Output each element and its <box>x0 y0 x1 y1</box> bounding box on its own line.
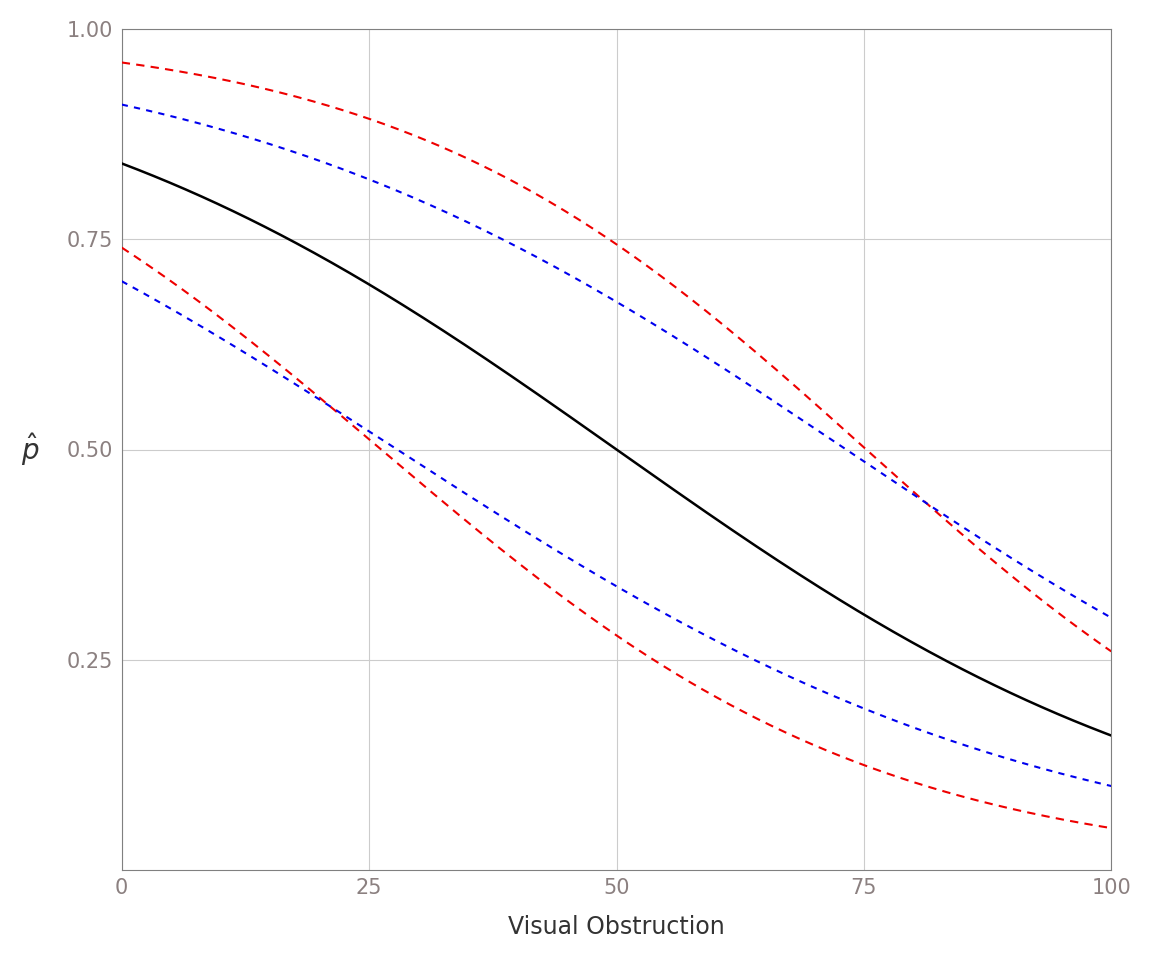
X-axis label: Visual Obstruction: Visual Obstruction <box>508 915 725 939</box>
Y-axis label: $\hat{p}$: $\hat{p}$ <box>21 431 39 468</box>
